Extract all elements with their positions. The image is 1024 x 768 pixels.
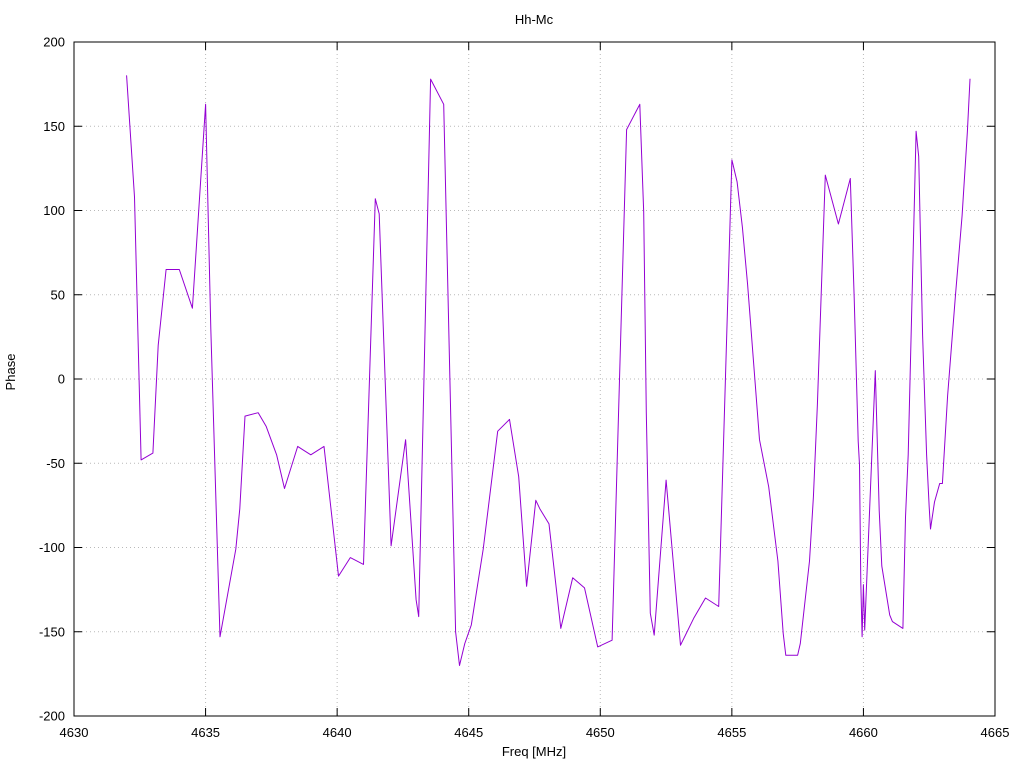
- y-tick-label: 200: [43, 35, 65, 50]
- y-tick-label: 0: [58, 372, 65, 387]
- y-tick-label: -150: [39, 624, 65, 639]
- y-axis-label: Phase: [3, 354, 18, 391]
- x-tick-label: 4655: [717, 725, 746, 740]
- x-tick-label: 4635: [191, 725, 220, 740]
- x-axis-label: Freq [MHz]: [502, 744, 566, 759]
- y-tick-label: 50: [51, 287, 65, 302]
- x-tick-label: 4640: [323, 725, 352, 740]
- y-tick-label: 150: [43, 119, 65, 134]
- tick-marks: [73, 41, 996, 717]
- y-tick-label: -50: [46, 456, 65, 471]
- grid-lines: [74, 42, 995, 716]
- chart-title: Hh-Mc: [515, 12, 554, 27]
- y-tick-label: -200: [39, 709, 65, 724]
- x-tick-label: 4665: [981, 725, 1010, 740]
- x-tick-label: 4645: [454, 725, 483, 740]
- data-series: [126, 75, 971, 666]
- x-tick-label: 4630: [60, 725, 89, 740]
- y-tick-label: -100: [39, 540, 65, 555]
- tick-labels: 4630 4635 4640 4645 4650 4655 4660 4665 -200 -150…: [39, 35, 1009, 741]
- x-tick-label: 4650: [586, 725, 615, 740]
- phase-line: [126, 75, 971, 666]
- y-tick-label: 100: [43, 203, 65, 218]
- x-tick-label: 4660: [849, 725, 878, 740]
